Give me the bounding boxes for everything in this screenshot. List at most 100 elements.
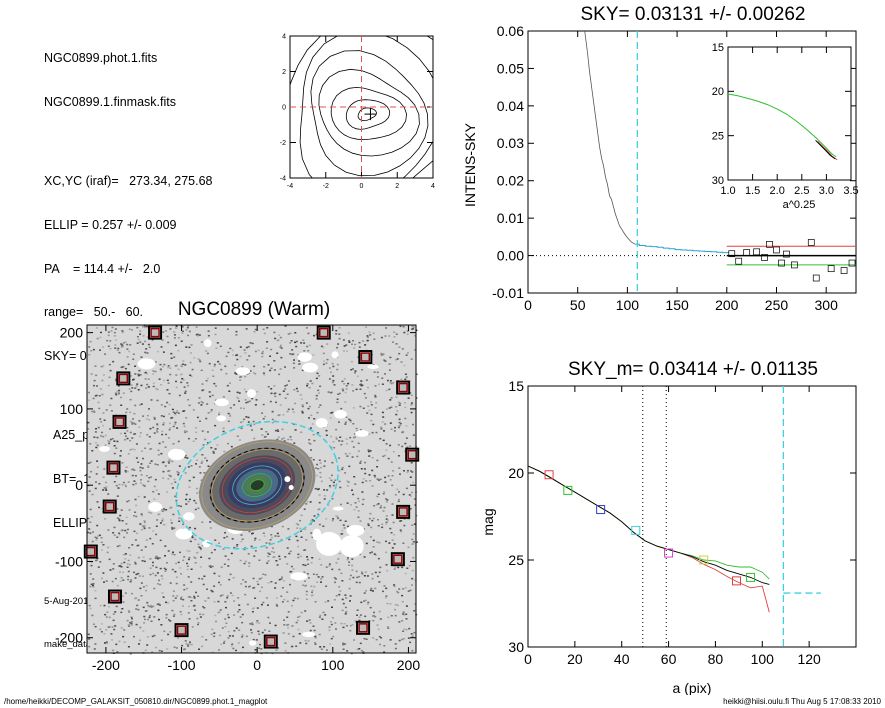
masked-blob [297,352,312,362]
star-mask-inner [398,507,408,517]
sky-xtick-label: 150 [665,297,689,313]
masked-blob [334,409,347,419]
masked-blob [137,358,156,370]
masked-star-in-galaxy [288,484,294,490]
info-line: XC,YC (iraf)= 273.34, 275.68 [44,173,213,188]
masked-blob [339,535,364,558]
contour-xtick-label: -2 [323,183,329,190]
star-mask-inner [118,373,129,384]
contour-line [318,68,420,157]
mag-xtick-label: 100 [751,651,775,667]
masked-blob [367,364,379,369]
sky-sample-square [791,261,798,269]
inset-ytick-label: 15 [712,42,724,54]
star-mask-inner [110,591,120,602]
sky-ytick-label: 0.02 [497,173,524,189]
mag-xtick-label: 0 [524,651,532,667]
masked-blob [235,367,251,376]
info-line: NGC0899.1.finmask.fits [44,94,176,109]
contour-xtick-label: -4 [287,183,293,190]
star-mask-inner [176,625,187,635]
sky-sample-square [848,259,856,267]
inset-ytick-label: 30 [712,175,724,187]
masked-blob [175,528,193,540]
image-ytick-label: 200 [60,325,84,341]
galaxy [175,420,339,550]
galaxy-isophote [201,441,313,530]
info-line: NGC0899.phot.1.fits [44,51,158,66]
star-mask-inner [398,382,408,393]
sky-ytick-label: 0.04 [497,98,524,114]
sky-sample-square [761,254,768,261]
sky-ytick-label: 0.01 [497,210,524,226]
galaxy-isophote [242,473,273,498]
inset-green-line [727,93,837,158]
mag-xtick-label: 80 [708,651,724,667]
mag-sample-square [563,485,573,495]
mag-xtick-label: 120 [797,651,821,667]
star-mask-inner [86,546,96,557]
sky-sample-square [812,274,820,282]
mag-ytick-label: 30 [508,639,524,655]
contour-line [310,50,429,177]
mag-sample-square [664,548,674,558]
masked-blob [247,389,256,398]
masked-blob [216,415,227,422]
sky-sample-square [840,267,848,274]
sky-xtick-label: 300 [815,297,839,313]
mag-sample-square [596,505,606,515]
sky-sample-square [743,249,751,256]
masked-star-in-galaxy [284,476,291,483]
contour-line [330,86,408,141]
contour-ytick-label: -2 [280,140,286,147]
sky-ytick-label: -0.01 [492,285,524,301]
mag-ytick-label: 25 [508,552,524,568]
profile-line [584,30,636,245]
inset-xtick-label: 2.5 [794,185,809,197]
mag-plot-xlabel: a (pix) [673,680,712,695]
mag-sample-square [631,525,641,535]
contour-ytick-label: -4 [280,175,286,182]
fit-ellipse [175,420,339,550]
mag-xtick-label: 20 [567,651,583,667]
mag-plot-title: SKY_m= 0.03414 +/- 0.01135 [568,359,818,380]
inset-xtick-label: 1.5 [745,185,760,197]
mag-plot: SKY_m= 0.03414 +/- 0.01135 mag a (pix) 0… [480,359,857,695]
sky-sample-square [735,257,743,265]
star-mask-inner [358,623,368,633]
sky-xtick-label: 250 [765,297,789,313]
sky-xtick-label: 200 [715,297,739,313]
masked-blob [346,525,365,537]
image-ytick-label: -100 [55,553,83,569]
sky-plot-ylabel: INTENS-SKY [462,122,478,207]
star-mask-inner [360,352,371,362]
sky-sample-square [753,248,760,256]
mag-sample-square [544,470,554,480]
mag-black-line [527,465,770,585]
inset-xtick-label: 2.0 [770,185,785,197]
image-xtick-label: 0 [253,657,261,673]
masked-blob [316,531,343,556]
masked-blob [302,631,316,638]
mag-xtick-label: 60 [661,651,677,667]
star-mask-inner [318,327,329,338]
info-line: PA = 114.4 +/- 2.0 [44,261,161,276]
sky-sample-square [773,246,780,254]
star-mask-inner [108,462,119,473]
sky-sample-square [766,240,773,248]
image-frame [86,324,417,654]
sky-sample-square [778,259,785,267]
star-mask-inner [393,554,403,564]
galaxy-isophote [211,449,303,522]
contour-line [345,99,391,130]
image-ytick-label: 100 [60,401,84,417]
masked-blob [98,446,110,452]
contour-xtick-label: 2 [395,183,399,190]
star-mask-inner [114,417,125,427]
info-line: ELLIP = 0.257 +/- 0.009 [44,217,177,232]
contour-line [299,36,433,178]
sky-ytick-label: 0.05 [497,60,524,76]
inset-xlabel: a^0.25 [783,199,816,211]
mag-xtick-label: 40 [614,651,630,667]
star-mask-inner [266,636,276,647]
